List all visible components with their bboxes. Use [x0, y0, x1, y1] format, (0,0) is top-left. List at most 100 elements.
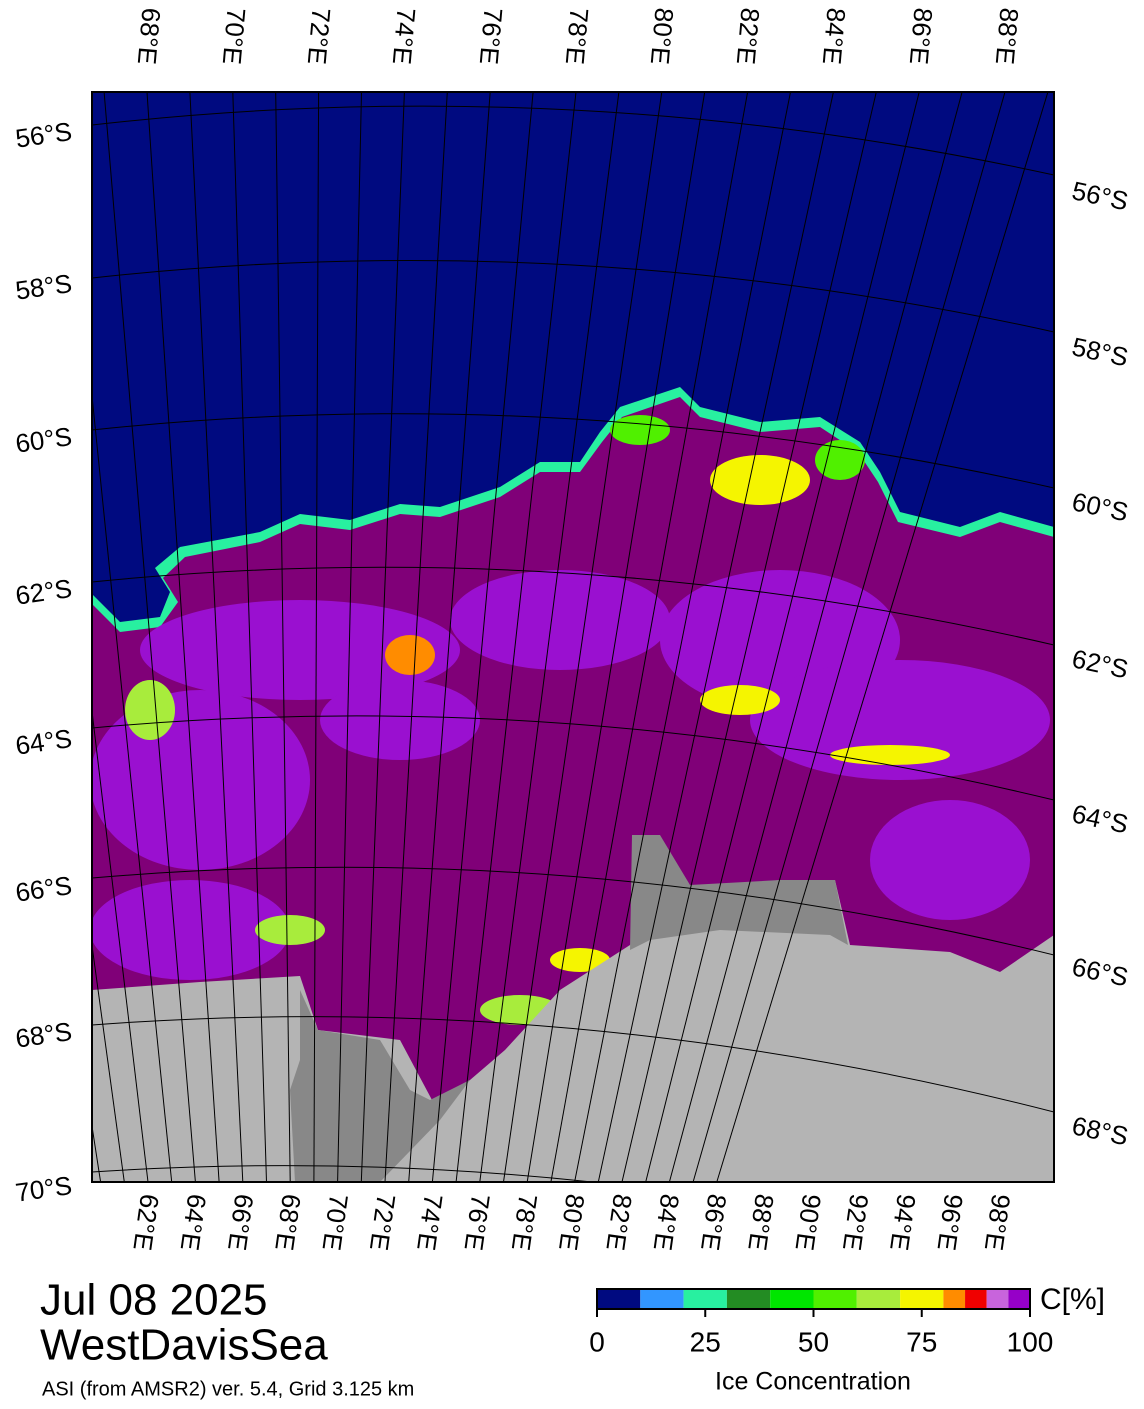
colorbar-title: Ice Concentration	[715, 1368, 911, 1396]
colorbar-segment	[770, 1289, 814, 1309]
bottom-lon-label: 64°E	[175, 1192, 213, 1252]
meridian	[103, 92, 196, 1182]
parallel	[92, 715, 1054, 801]
colorbar-segment	[900, 1289, 944, 1309]
left-lat-label: 64°S	[13, 723, 73, 761]
right-lat-label: 66°S	[1069, 951, 1131, 992]
colorbar-segment	[640, 1289, 684, 1309]
bottom-lon-label: 98°E	[979, 1192, 1017, 1252]
top-lon-label: 80°E	[645, 7, 680, 66]
right-lat-label: 60°S	[1069, 486, 1131, 527]
bottom-lon-label: 88°E	[742, 1192, 780, 1252]
parallel	[92, 1016, 1054, 1113]
right-lat-label: 58°S	[1069, 331, 1131, 372]
top-lon-label: 84°E	[817, 7, 852, 66]
left-lat-label: 58°S	[13, 268, 73, 306]
left-lat-label: 70°S	[13, 1170, 73, 1208]
parallel	[92, 1165, 597, 1182]
meridian	[189, 92, 244, 1182]
left-lat-label: 66°S	[13, 870, 73, 908]
top-lon-label: 82°E	[731, 7, 766, 66]
map-area	[92, 92, 1054, 1182]
meridian	[92, 707, 149, 1182]
meridian	[526, 92, 706, 1182]
bottom-lon-label: 90°E	[790, 1192, 828, 1252]
parallel	[92, 413, 1054, 489]
meridian	[232, 92, 267, 1182]
caption: ASI (from AMSR2) ver. 5.4, Grid 3.125 km	[42, 1378, 414, 1400]
bottom-lon-label: 86°E	[695, 1192, 733, 1252]
colorbar-tick-label: 25	[690, 1326, 721, 1357]
meridian	[92, 941, 125, 1182]
top-lon-label: 68°E	[132, 7, 167, 66]
top-lon-label: 74°E	[387, 7, 422, 66]
date: Jul 08 2025	[40, 1276, 268, 1325]
meridian	[645, 92, 920, 1182]
bottom-lon-label: 96°E	[931, 1192, 969, 1252]
colorbar-tick-label: 75	[906, 1326, 937, 1357]
colorbar: 0 25 50 75 100	[589, 1288, 1054, 1357]
meridian	[668, 92, 963, 1182]
bottom-lon-label: 80°E	[553, 1192, 591, 1252]
colorbar-segment	[1008, 1289, 1030, 1309]
right-lat-label: 64°S	[1069, 798, 1131, 839]
bottom-lon-label: 92°E	[837, 1192, 875, 1252]
map-frame	[91, 91, 1055, 1183]
meridian	[716, 92, 1049, 1182]
colorbar-segment	[965, 1289, 987, 1309]
left-lat-label: 62°S	[13, 573, 73, 611]
top-lon-label: 76°E	[474, 7, 509, 66]
ice-shelf	[290, 990, 470, 1182]
bottom-lon-label: 70°E	[317, 1192, 355, 1252]
meridian	[92, 390, 173, 1182]
meridian	[479, 92, 620, 1182]
meridian	[146, 92, 220, 1182]
meridian	[597, 92, 834, 1182]
colorbar-segment	[726, 1289, 771, 1309]
meridian	[503, 92, 663, 1182]
graticule	[92, 92, 1054, 1182]
meridian	[337, 92, 362, 1182]
top-lon-label: 72°E	[302, 7, 337, 66]
colorbar-segment	[813, 1289, 857, 1309]
colorbar-segment	[597, 1289, 641, 1309]
colorbar-segment	[683, 1289, 727, 1309]
bottom-lon-label: 66°E	[222, 1192, 260, 1252]
meridian	[455, 92, 577, 1182]
right-lat-label: 62°S	[1069, 643, 1131, 684]
parallel	[92, 566, 1054, 646]
parallel	[92, 105, 1054, 176]
top-lon-label: 86°E	[904, 7, 939, 66]
top-lon-label: 70°E	[217, 7, 252, 66]
meridian	[313, 92, 320, 1182]
top-lon-label: 88°E	[990, 7, 1025, 66]
bottom-lon-label: 74°E	[411, 1192, 449, 1252]
bottom-lon-label: 94°E	[884, 1192, 922, 1252]
colorbar-unit: C[%]	[1040, 1283, 1105, 1316]
meridian	[408, 92, 491, 1182]
parallel	[92, 259, 1054, 333]
colorbar-segment	[943, 1289, 966, 1309]
bottom-lon-label: 82°E	[600, 1192, 638, 1252]
colorbar-segment	[986, 1289, 1009, 1309]
bottom-lon-label: 68°E	[269, 1192, 307, 1252]
meridian	[384, 92, 448, 1182]
right-lat-label: 56°S	[1069, 175, 1131, 216]
bottom-lon-label: 76°E	[458, 1192, 496, 1252]
bottom-lon-label: 72°E	[364, 1192, 402, 1252]
meridian	[574, 92, 791, 1182]
left-lat-label: 56°S	[13, 116, 73, 154]
colorbar-tick-label: 50	[798, 1326, 829, 1357]
bottom-lon-label: 62°E	[127, 1192, 165, 1252]
colorbar-tick-label: 100	[1007, 1326, 1054, 1357]
left-lat-label: 60°S	[13, 421, 73, 459]
colorbar-segment	[856, 1289, 901, 1309]
meridian	[360, 92, 405, 1182]
parallel	[92, 866, 1054, 956]
meridian	[275, 92, 291, 1182]
region: WestDavisSea	[40, 1321, 328, 1370]
ice-shelf	[630, 835, 848, 950]
meridian	[621, 92, 877, 1182]
meridian	[431, 92, 534, 1182]
